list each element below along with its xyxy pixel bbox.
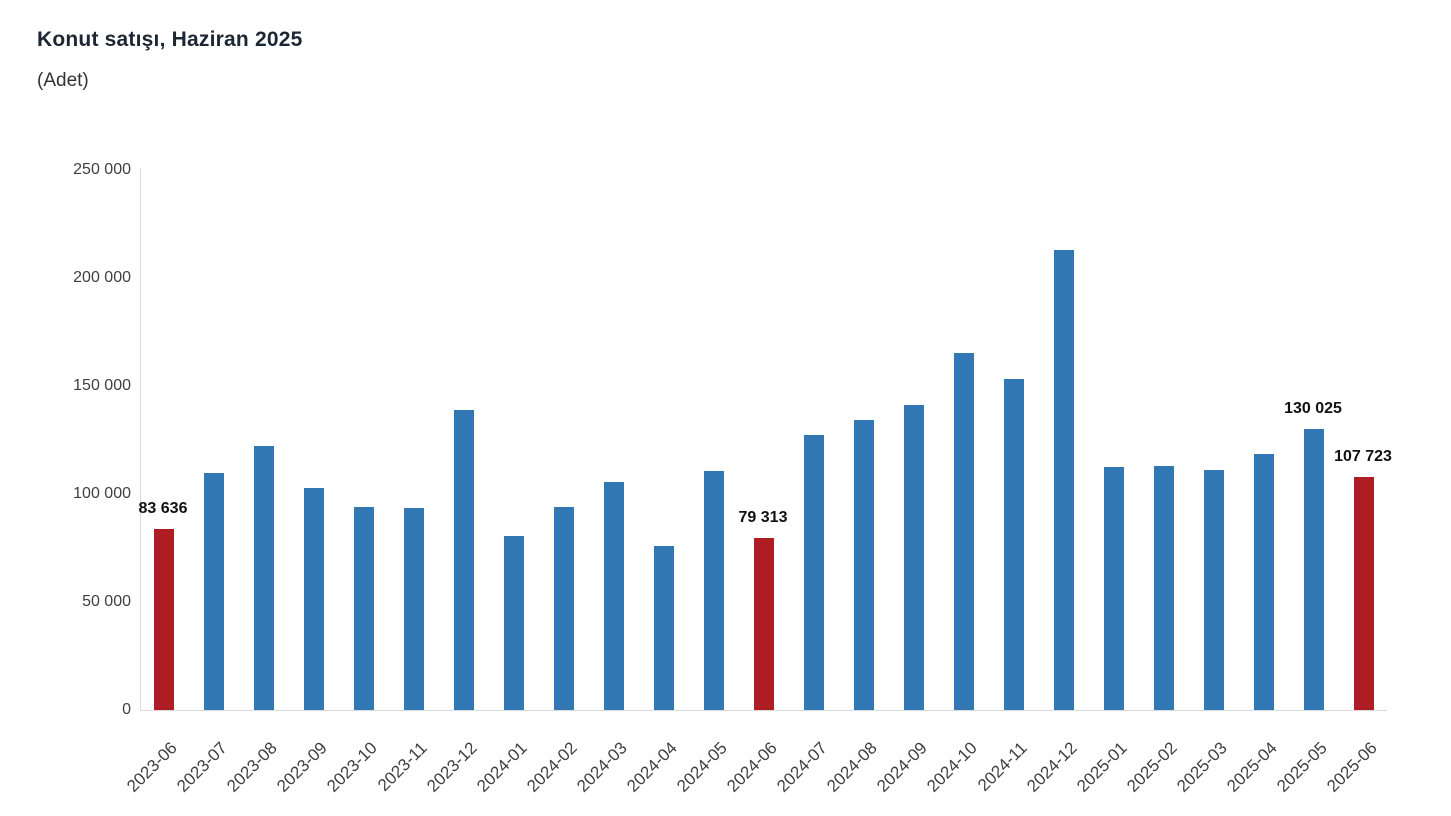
bar-2023-07[interactable]	[204, 473, 224, 710]
bar-2024-05[interactable]	[704, 471, 724, 710]
bar-2024-11[interactable]	[1004, 379, 1024, 710]
bar-value-label-2023-06: 83 636	[138, 500, 188, 517]
bar-2024-02[interactable]	[554, 507, 574, 710]
bar-2025-04[interactable]	[1254, 454, 1274, 710]
bar-value-label-2024-06: 79 313	[738, 509, 788, 526]
bar-value-label-2025-05: 130 025	[1284, 400, 1342, 417]
chart-unit-label: (Adet)	[37, 70, 89, 91]
y-axis-tick-label: 50 000	[82, 593, 131, 610]
bar-2024-06[interactable]	[754, 538, 774, 710]
bar-2025-03[interactable]	[1204, 470, 1224, 710]
bar-2023-09[interactable]	[304, 488, 324, 710]
bar-2024-12[interactable]	[1054, 250, 1074, 710]
y-axis-tick-label: 200 000	[73, 269, 131, 286]
bar-2024-07[interactable]	[804, 435, 824, 710]
bar-2023-11[interactable]	[404, 508, 424, 710]
y-axis-tick-label: 150 000	[73, 377, 131, 394]
bar-2024-10[interactable]	[954, 353, 974, 710]
bar-value-label-2025-06: 107 723	[1334, 448, 1392, 465]
bar-2024-04[interactable]	[654, 546, 674, 710]
bar-2025-06[interactable]	[1354, 477, 1374, 710]
bar-2023-12[interactable]	[454, 410, 474, 710]
y-axis-tick-label: 0	[122, 701, 131, 718]
bar-2024-08[interactable]	[854, 420, 874, 710]
y-axis-tick-label: 100 000	[73, 485, 131, 502]
bar-2023-06[interactable]	[154, 529, 174, 710]
y-axis-tick-label: 250 000	[73, 161, 131, 178]
bar-2024-09[interactable]	[904, 405, 924, 710]
chart-title: Konut satışı, Haziran 2025	[37, 28, 303, 51]
bar-2025-01[interactable]	[1104, 467, 1124, 710]
bar-2024-01[interactable]	[504, 536, 524, 710]
bar-2023-08[interactable]	[254, 446, 274, 710]
bar-2025-05[interactable]	[1304, 429, 1324, 710]
bar-2025-02[interactable]	[1154, 466, 1174, 710]
bar-2023-10[interactable]	[354, 507, 374, 710]
bar-2024-03[interactable]	[604, 482, 624, 710]
plot-area	[140, 168, 1387, 711]
